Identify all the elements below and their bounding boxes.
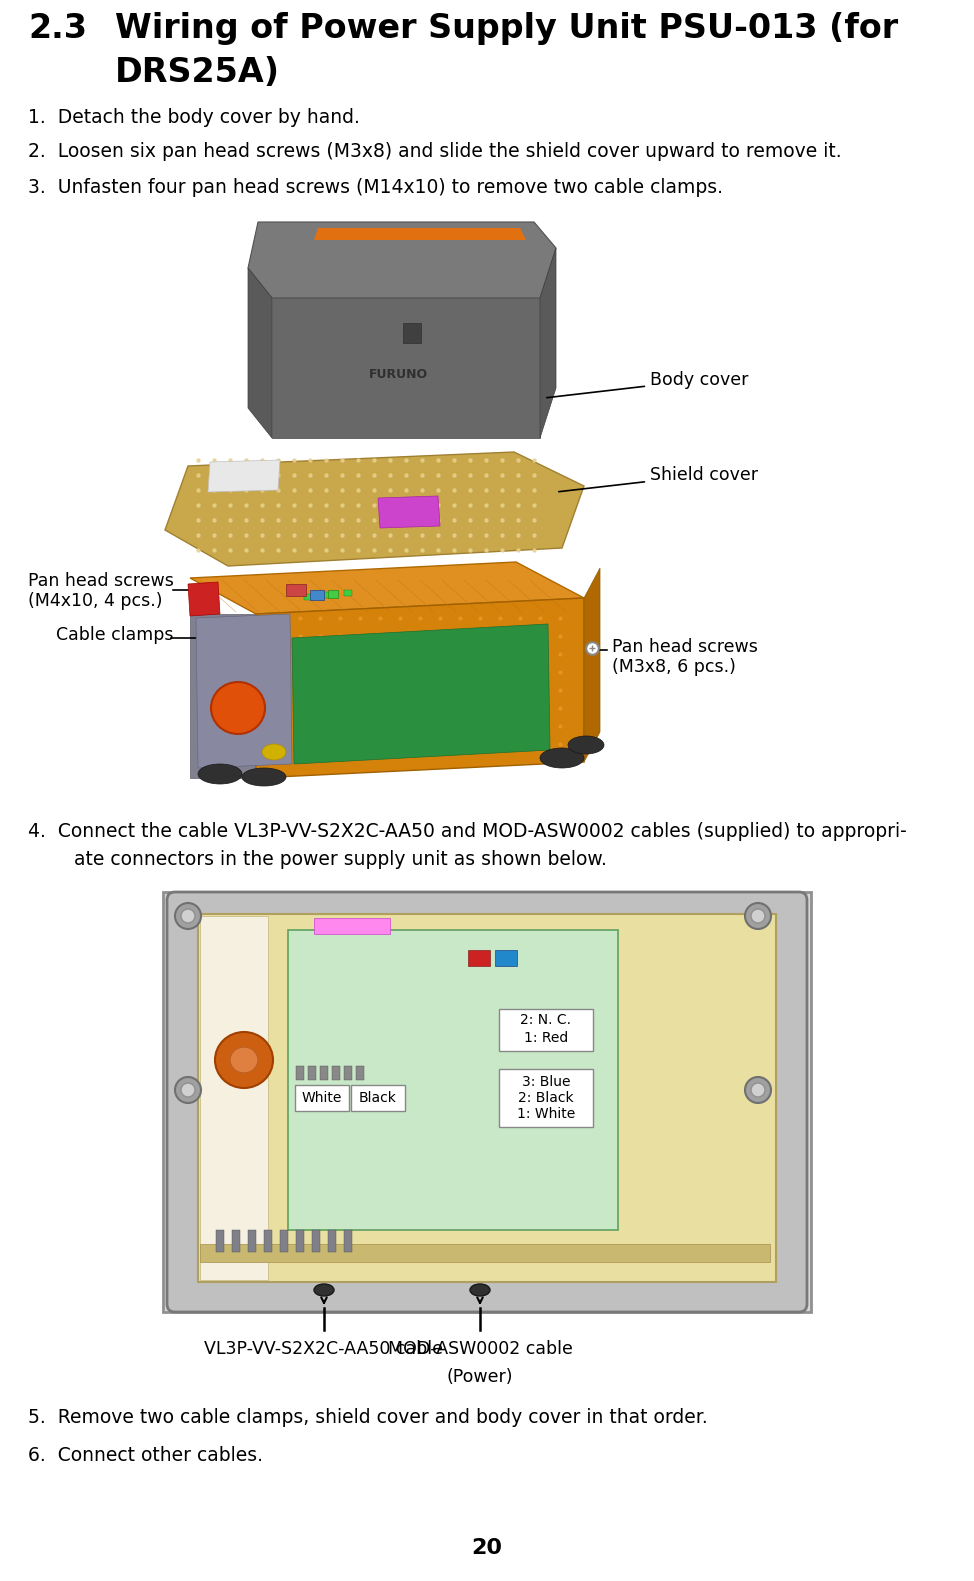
FancyBboxPatch shape [288,930,618,1230]
FancyBboxPatch shape [351,1085,405,1111]
Ellipse shape [175,903,201,930]
Polygon shape [584,568,600,762]
Ellipse shape [211,681,265,734]
Ellipse shape [215,1032,273,1088]
FancyBboxPatch shape [200,915,268,1281]
Ellipse shape [198,764,242,784]
Polygon shape [272,297,540,438]
Bar [356,1066,364,1080]
Ellipse shape [181,1083,195,1097]
Text: 2.  Loosen six pan head screws (M3x8) and slide the shield cover upward to remov: 2. Loosen six pan head screws (M3x8) and… [28,142,842,161]
Text: 3.  Unfasten four pan head screws (M14x10) to remove two cable clamps.: 3. Unfasten four pan head screws (M14x10… [28,179,723,198]
Ellipse shape [540,748,584,768]
Text: 6.  Connect other cables.: 6. Connect other cables. [28,1447,263,1466]
Polygon shape [248,221,556,297]
Text: Wiring of Power Supply Unit PSU-013 (for: Wiring of Power Supply Unit PSU-013 (for [115,13,898,44]
Bar [280,1230,288,1252]
Bar [286,583,306,596]
Ellipse shape [751,909,765,923]
Polygon shape [248,269,272,438]
Bar [328,590,338,598]
Polygon shape [190,613,256,778]
Bar [344,590,352,596]
FancyBboxPatch shape [499,1069,593,1127]
Ellipse shape [181,909,195,923]
Text: FURUNO: FURUNO [368,368,428,381]
Bar [296,1230,304,1252]
FancyBboxPatch shape [198,914,776,1282]
Polygon shape [314,228,526,240]
Ellipse shape [175,1077,201,1104]
Bar [332,1066,340,1080]
Bar [344,1230,352,1252]
Polygon shape [378,496,440,528]
Text: 2: Black: 2: Black [518,1091,574,1105]
Text: Pan head screws: Pan head screws [28,572,174,590]
Text: 1: White: 1: White [517,1107,575,1121]
Text: Shield cover: Shield cover [559,466,758,492]
FancyBboxPatch shape [403,323,421,343]
Polygon shape [292,624,550,764]
Ellipse shape [314,1284,334,1296]
Polygon shape [165,452,584,566]
Text: Cable clamps: Cable clamps [56,626,173,643]
Ellipse shape [470,1284,490,1296]
Bar [248,1230,256,1252]
Ellipse shape [745,1077,771,1104]
Text: VL3P-VV-S2X2C-AA50 cable: VL3P-VV-S2X2C-AA50 cable [205,1341,443,1358]
FancyBboxPatch shape [295,1085,349,1111]
Bar [308,1066,316,1080]
Text: 2: N. C.: 2: N. C. [520,1013,572,1028]
Polygon shape [196,613,292,768]
Text: 20: 20 [471,1538,503,1557]
Bar [304,594,312,601]
Ellipse shape [751,1083,765,1097]
Bar [344,1066,352,1080]
Bar [324,591,332,598]
Bar [310,590,324,601]
Polygon shape [208,460,280,492]
Text: Body cover: Body cover [546,372,748,398]
Text: Pan head screws: Pan head screws [612,639,758,656]
Ellipse shape [230,1047,258,1073]
Bar [320,1066,328,1080]
Polygon shape [188,582,220,617]
Bar [495,950,517,966]
Bar [312,1230,320,1252]
Ellipse shape [262,745,286,760]
Text: ate connectors in the power supply unit as shown below.: ate connectors in the power supply unit … [50,851,607,870]
Text: Black: Black [359,1091,397,1105]
Bar [200,1244,770,1262]
Bar [216,1230,224,1252]
Text: (M3x8, 6 pcs.): (M3x8, 6 pcs.) [612,658,736,677]
Text: 3: Blue: 3: Blue [522,1075,570,1089]
Bar [232,1230,240,1252]
Ellipse shape [242,768,286,786]
Bar [296,1066,304,1080]
Polygon shape [540,248,556,438]
Bar [328,1230,336,1252]
Text: 2.3: 2.3 [28,13,87,44]
Text: 4.  Connect the cable VL3P-VV-S2X2C-AA50 and MOD-ASW0002 cables (supplied) to ap: 4. Connect the cable VL3P-VV-S2X2C-AA50 … [28,822,907,841]
Ellipse shape [568,737,604,754]
FancyBboxPatch shape [499,1009,593,1051]
Text: DRS25A): DRS25A) [115,55,280,89]
Bar [314,919,390,934]
Polygon shape [256,598,584,778]
Text: 1.  Detach the body cover by hand.: 1. Detach the body cover by hand. [28,108,359,126]
Text: MOD-ASW0002 cable: MOD-ASW0002 cable [388,1341,573,1358]
FancyBboxPatch shape [167,892,807,1312]
Text: 1: Red: 1: Red [524,1031,568,1045]
FancyBboxPatch shape [163,892,811,1312]
Bar [264,1230,272,1252]
Bar [468,950,490,966]
Ellipse shape [745,903,771,930]
Text: White: White [302,1091,342,1105]
Text: (M4x10, 4 pcs.): (M4x10, 4 pcs.) [28,591,163,610]
Text: 5.  Remove two cable clamps, shield cover and body cover in that order.: 5. Remove two cable clamps, shield cover… [28,1409,708,1428]
Polygon shape [190,561,584,613]
Text: (Power): (Power) [447,1368,513,1387]
